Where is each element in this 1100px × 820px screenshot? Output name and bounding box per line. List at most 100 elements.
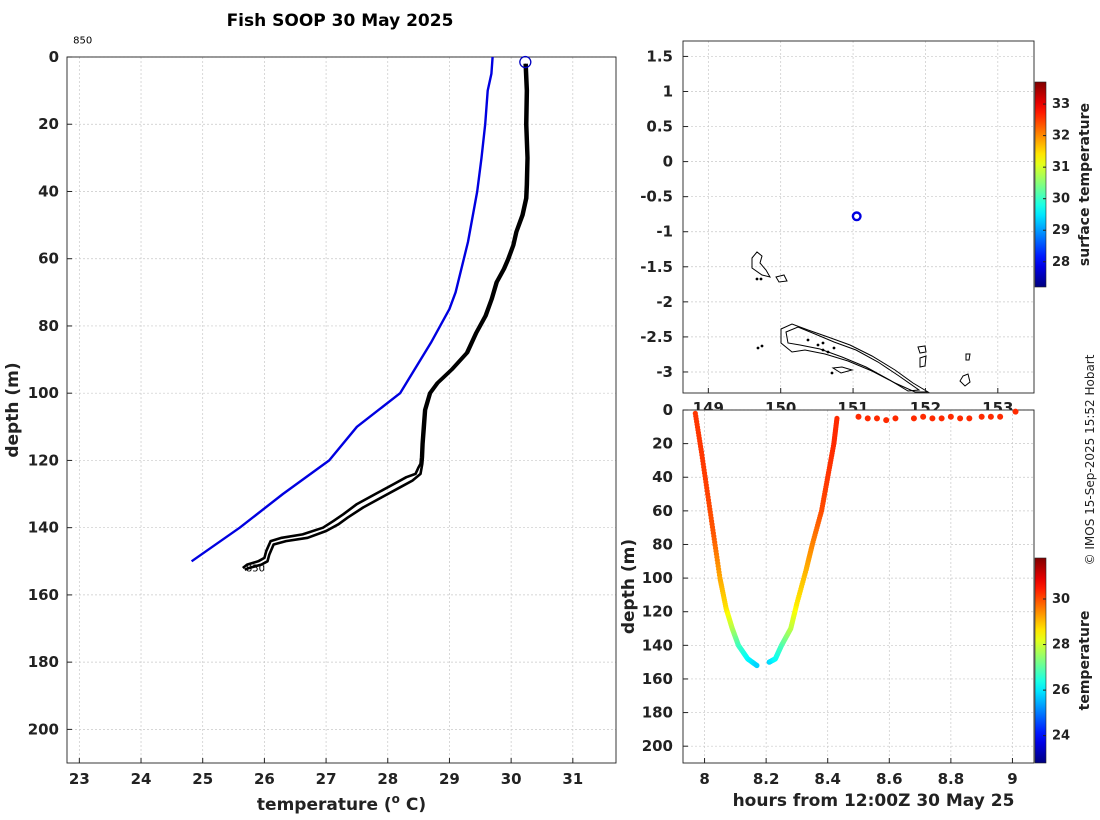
profile-xtick-label: 23 bbox=[69, 770, 90, 788]
td-ytick-label: 100 bbox=[642, 569, 673, 587]
td-ytick-label: 80 bbox=[652, 535, 673, 553]
td-colorbar-tick-label: 30 bbox=[1052, 592, 1070, 607]
profile-panel: 23 24 25 26 27 28 29 30 31 0 20 40 60 80 100 120 140 160 1… bbox=[3, 36, 617, 815]
map-colorbar bbox=[1034, 81, 1047, 288]
profile-ytick-label: 120 bbox=[28, 451, 59, 469]
map-ytick-label: -0.5 bbox=[640, 188, 673, 206]
map-island-dot bbox=[830, 371, 834, 375]
profile-frame bbox=[66, 56, 617, 764]
map-frame bbox=[682, 40, 1035, 394]
profile-start-marker bbox=[519, 55, 532, 69]
map-island-dot bbox=[816, 343, 820, 347]
profile-ytick-label: 60 bbox=[38, 250, 59, 268]
map-ytick-label: 0.5 bbox=[646, 118, 673, 136]
td-surface-point bbox=[966, 415, 973, 422]
map-colorbar-tick-label: 30 bbox=[1052, 192, 1070, 207]
td-ytick-label: 120 bbox=[642, 603, 673, 621]
td-xtick-label: 8.2 bbox=[753, 770, 780, 788]
profile-ytick-label: 100 bbox=[28, 384, 59, 402]
map-island-dot bbox=[826, 350, 830, 354]
map-ytick-label: -1.5 bbox=[640, 258, 673, 276]
td-surface-point bbox=[855, 413, 862, 420]
map-ytick-label: -3 bbox=[656, 363, 673, 381]
map-coastline bbox=[831, 366, 854, 374]
td-ylabel: depth (m) bbox=[619, 539, 639, 634]
map-coastline bbox=[780, 323, 930, 393]
td-surface-point bbox=[929, 415, 936, 422]
td-xtick-label: 8.6 bbox=[876, 770, 903, 788]
td-surface-point bbox=[997, 413, 1004, 420]
td-colorbar bbox=[1034, 557, 1047, 764]
td-surface-point bbox=[873, 415, 880, 422]
profile-annotation: 850 bbox=[246, 563, 265, 574]
td-xtick-label: 8.4 bbox=[814, 770, 841, 788]
td-surface-point bbox=[864, 415, 871, 422]
td-ytick-label: 180 bbox=[642, 704, 673, 722]
map-colorbar-tick-label: 28 bbox=[1052, 255, 1070, 270]
td-background bbox=[683, 410, 1034, 763]
map-location-marker bbox=[851, 211, 862, 222]
map-colorbar-tick-label: 32 bbox=[1052, 129, 1070, 144]
profile-ytick-label: 160 bbox=[28, 586, 59, 604]
map-coastline bbox=[751, 251, 772, 278]
map-ytick-label: 1 bbox=[663, 82, 673, 100]
profile-series-line bbox=[244, 63, 530, 571]
map-coastline bbox=[919, 355, 927, 368]
map-ytick-label: 1.5 bbox=[646, 47, 673, 65]
time-depth-panel: 8 8.2 8.4 8.6 8.8 9 0 20 40 60 80 100 120 140 160 180 20… bbox=[619, 401, 1093, 811]
td-surface-point bbox=[987, 413, 994, 420]
td-descent-point bbox=[754, 662, 760, 669]
credit-text: © IMOS 15-Sep-2025 15:52 Hobart bbox=[1083, 354, 1097, 565]
map-island-dot bbox=[756, 346, 760, 350]
td-ytick-label: 160 bbox=[642, 670, 673, 688]
profile-ytick-label: 200 bbox=[28, 720, 59, 738]
td-ytick-label: 60 bbox=[652, 502, 673, 520]
td-surface-point bbox=[920, 413, 927, 420]
profile-xtick-label: 25 bbox=[192, 770, 213, 788]
map-ytick-label: -2 bbox=[656, 293, 673, 311]
map-coastline bbox=[785, 326, 921, 392]
td-surface-point bbox=[892, 415, 899, 422]
map-coastline bbox=[775, 274, 788, 283]
profile-xtick-label: 29 bbox=[439, 770, 460, 788]
map-coastline bbox=[965, 353, 971, 361]
td-surface-point bbox=[1012, 408, 1019, 415]
map-ytick-label: 0 bbox=[663, 153, 673, 171]
profile-xtick-label: 30 bbox=[501, 770, 522, 788]
map-island-dot bbox=[760, 344, 764, 348]
profile-annotation: 850 bbox=[73, 36, 92, 47]
map-colorbar-tick-label: 29 bbox=[1052, 223, 1070, 238]
td-colorbar-tick-label: 26 bbox=[1052, 683, 1070, 698]
td-ytick-label: 40 bbox=[652, 468, 673, 486]
td-xtick-label: 8.8 bbox=[938, 770, 965, 788]
profile-ytick-label: 80 bbox=[38, 317, 59, 335]
profile-xtick-label: 24 bbox=[131, 770, 152, 788]
map-coastline bbox=[917, 345, 927, 354]
map-coastline bbox=[959, 373, 971, 387]
td-surface-point bbox=[938, 415, 945, 422]
profile-ylabel: depth (m) bbox=[3, 362, 23, 457]
profile-xlabel: temperature (o C) bbox=[257, 792, 426, 815]
td-surface-point bbox=[883, 417, 890, 424]
td-surface-point bbox=[957, 415, 964, 422]
map-island-dot bbox=[755, 277, 759, 281]
td-colorbar-tick-label: 28 bbox=[1052, 638, 1070, 653]
profile-xtick-label: 28 bbox=[377, 770, 398, 788]
map-colorbar-tick-label: 31 bbox=[1052, 160, 1070, 175]
td-xtick-label: 9 bbox=[1007, 770, 1017, 788]
profile-xtick-label: 27 bbox=[316, 770, 337, 788]
td-surface-point bbox=[947, 413, 954, 420]
map-island-dot bbox=[821, 341, 825, 345]
figure-title: Fish SOOP 30 May 2025 bbox=[227, 11, 454, 31]
map-ytick-label: -2.5 bbox=[640, 328, 673, 346]
profile-ytick-label: 0 bbox=[49, 48, 59, 66]
profile-xtick-label: 31 bbox=[562, 770, 583, 788]
td-frame bbox=[682, 409, 1035, 764]
map-island-dot bbox=[759, 277, 763, 281]
profile-series-line bbox=[190, 56, 494, 563]
map-island-dot bbox=[806, 338, 810, 342]
map-colorbar-tick-label: 33 bbox=[1052, 97, 1070, 112]
td-ascent-point bbox=[834, 415, 840, 422]
profile-ytick-label: 40 bbox=[38, 182, 59, 200]
